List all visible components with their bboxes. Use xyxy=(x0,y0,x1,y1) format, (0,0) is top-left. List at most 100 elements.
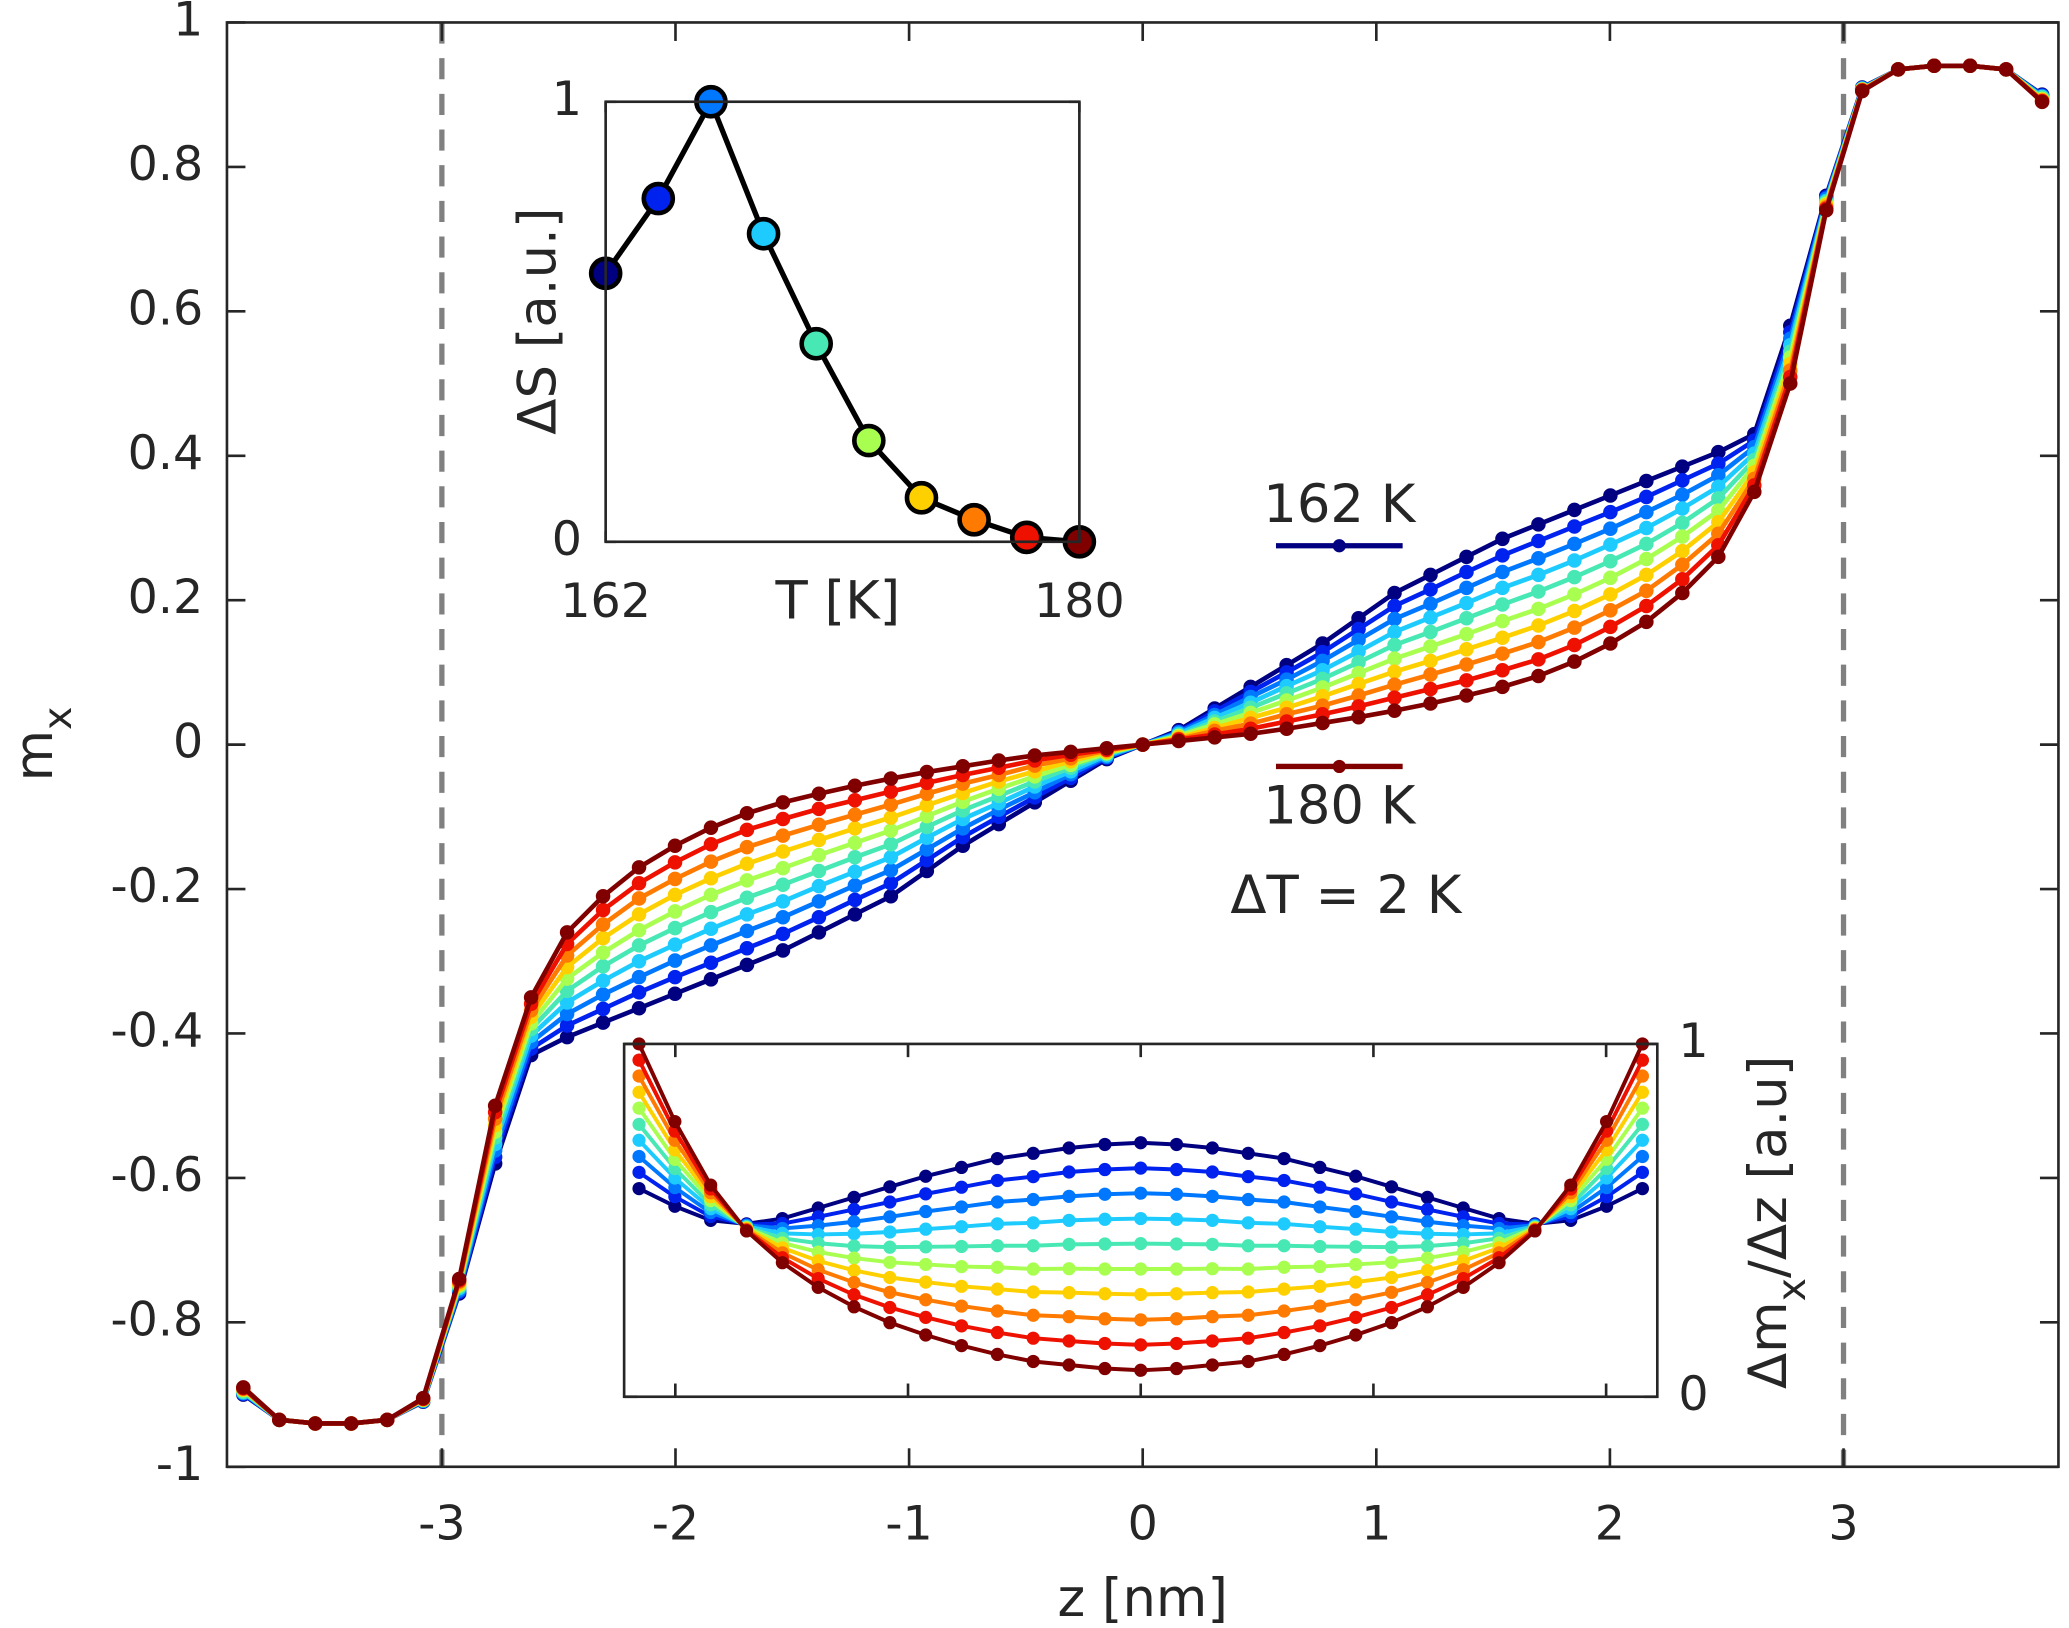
marker xyxy=(1420,1288,1435,1302)
marker xyxy=(919,786,935,801)
marker xyxy=(990,1347,1004,1362)
marker xyxy=(1459,549,1474,565)
marker xyxy=(954,1259,969,1274)
marker xyxy=(1026,1146,1040,1160)
marker xyxy=(1567,637,1582,653)
marker xyxy=(632,1085,646,1099)
x-tick-label: 3 xyxy=(1828,1496,1858,1551)
marker xyxy=(1062,1141,1076,1155)
marker xyxy=(1635,1069,1650,1083)
marker xyxy=(1387,611,1402,627)
marker xyxy=(739,856,755,872)
marker xyxy=(632,1181,646,1196)
marker xyxy=(1531,652,1546,667)
marker xyxy=(1639,504,1654,520)
marker xyxy=(919,863,935,879)
marker xyxy=(1349,1293,1363,1307)
marker xyxy=(668,1171,682,1185)
marker xyxy=(1134,1363,1148,1377)
marker xyxy=(1567,587,1582,602)
marker xyxy=(1423,653,1438,669)
marker xyxy=(883,863,899,878)
marker xyxy=(1890,62,1906,77)
marker xyxy=(1313,1259,1327,1274)
marker xyxy=(1026,1331,1040,1345)
marker xyxy=(847,1251,861,1265)
marker xyxy=(1711,549,1726,565)
marker xyxy=(1456,1280,1470,1294)
y-tick-label: -0.2 xyxy=(111,859,204,914)
marker xyxy=(1384,1270,1399,1285)
marker xyxy=(1313,1319,1327,1333)
marker xyxy=(811,817,827,833)
marker xyxy=(1635,1133,1650,1147)
marker xyxy=(1495,548,1510,563)
y-tick-label: 0.6 xyxy=(128,281,204,336)
marker xyxy=(595,917,611,932)
marker xyxy=(990,1325,1004,1340)
marker xyxy=(1098,1262,1112,1276)
marker xyxy=(1009,520,1044,555)
marker xyxy=(990,1173,1004,1188)
marker xyxy=(631,938,647,953)
marker xyxy=(847,1202,861,1217)
marker xyxy=(775,795,791,810)
marker xyxy=(1420,1227,1435,1241)
marker xyxy=(559,1029,575,1045)
marker xyxy=(847,907,863,922)
marker xyxy=(1531,517,1546,532)
marker xyxy=(1531,601,1546,617)
marker xyxy=(1603,636,1618,651)
marker xyxy=(668,1199,682,1213)
marker xyxy=(847,778,863,794)
series-line xyxy=(603,99,1080,545)
marker xyxy=(1603,537,1618,552)
marker xyxy=(1531,567,1546,583)
marker xyxy=(667,871,683,887)
marker xyxy=(1635,1085,1650,1099)
marker xyxy=(1675,557,1690,573)
marker xyxy=(852,423,886,458)
marker xyxy=(954,1338,969,1353)
marker xyxy=(1241,1331,1255,1345)
x-tick-label: 0 xyxy=(1128,1496,1158,1551)
marker xyxy=(595,945,611,960)
marker xyxy=(1205,1358,1219,1372)
marker xyxy=(1599,1190,1614,1204)
marker xyxy=(1495,662,1510,678)
marker xyxy=(919,1222,933,1236)
marker xyxy=(595,889,611,904)
y-tick-label: 0 xyxy=(1678,1367,1708,1422)
marker xyxy=(746,216,781,251)
marker xyxy=(1384,1255,1399,1269)
marker xyxy=(1567,536,1582,552)
marker xyxy=(1603,587,1618,602)
marker xyxy=(1349,1257,1363,1272)
marker xyxy=(739,907,755,922)
marker xyxy=(1098,1212,1112,1226)
marker xyxy=(811,786,827,801)
marker xyxy=(990,1217,1004,1231)
marker xyxy=(667,887,683,903)
marker xyxy=(1205,1286,1219,1300)
y-tick-label: 1 xyxy=(173,0,203,47)
inset2-y-axis-label: Δmx/Δz [a.u] xyxy=(1737,1056,1814,1389)
marker xyxy=(1384,1210,1399,1224)
marker xyxy=(632,1053,646,1067)
marker xyxy=(1241,1216,1255,1230)
marker xyxy=(667,920,683,936)
marker xyxy=(1205,1237,1219,1251)
marker xyxy=(1134,1237,1148,1251)
marker xyxy=(1459,580,1474,596)
marker xyxy=(1313,1180,1327,1194)
marker xyxy=(1241,1308,1255,1322)
marker xyxy=(919,852,935,868)
marker xyxy=(739,923,755,939)
y-tick-label: 0.2 xyxy=(128,570,204,625)
marker xyxy=(1134,1186,1148,1200)
marker xyxy=(1098,1137,1112,1152)
marker xyxy=(904,480,939,515)
marker xyxy=(883,810,899,825)
marker xyxy=(1495,564,1510,580)
